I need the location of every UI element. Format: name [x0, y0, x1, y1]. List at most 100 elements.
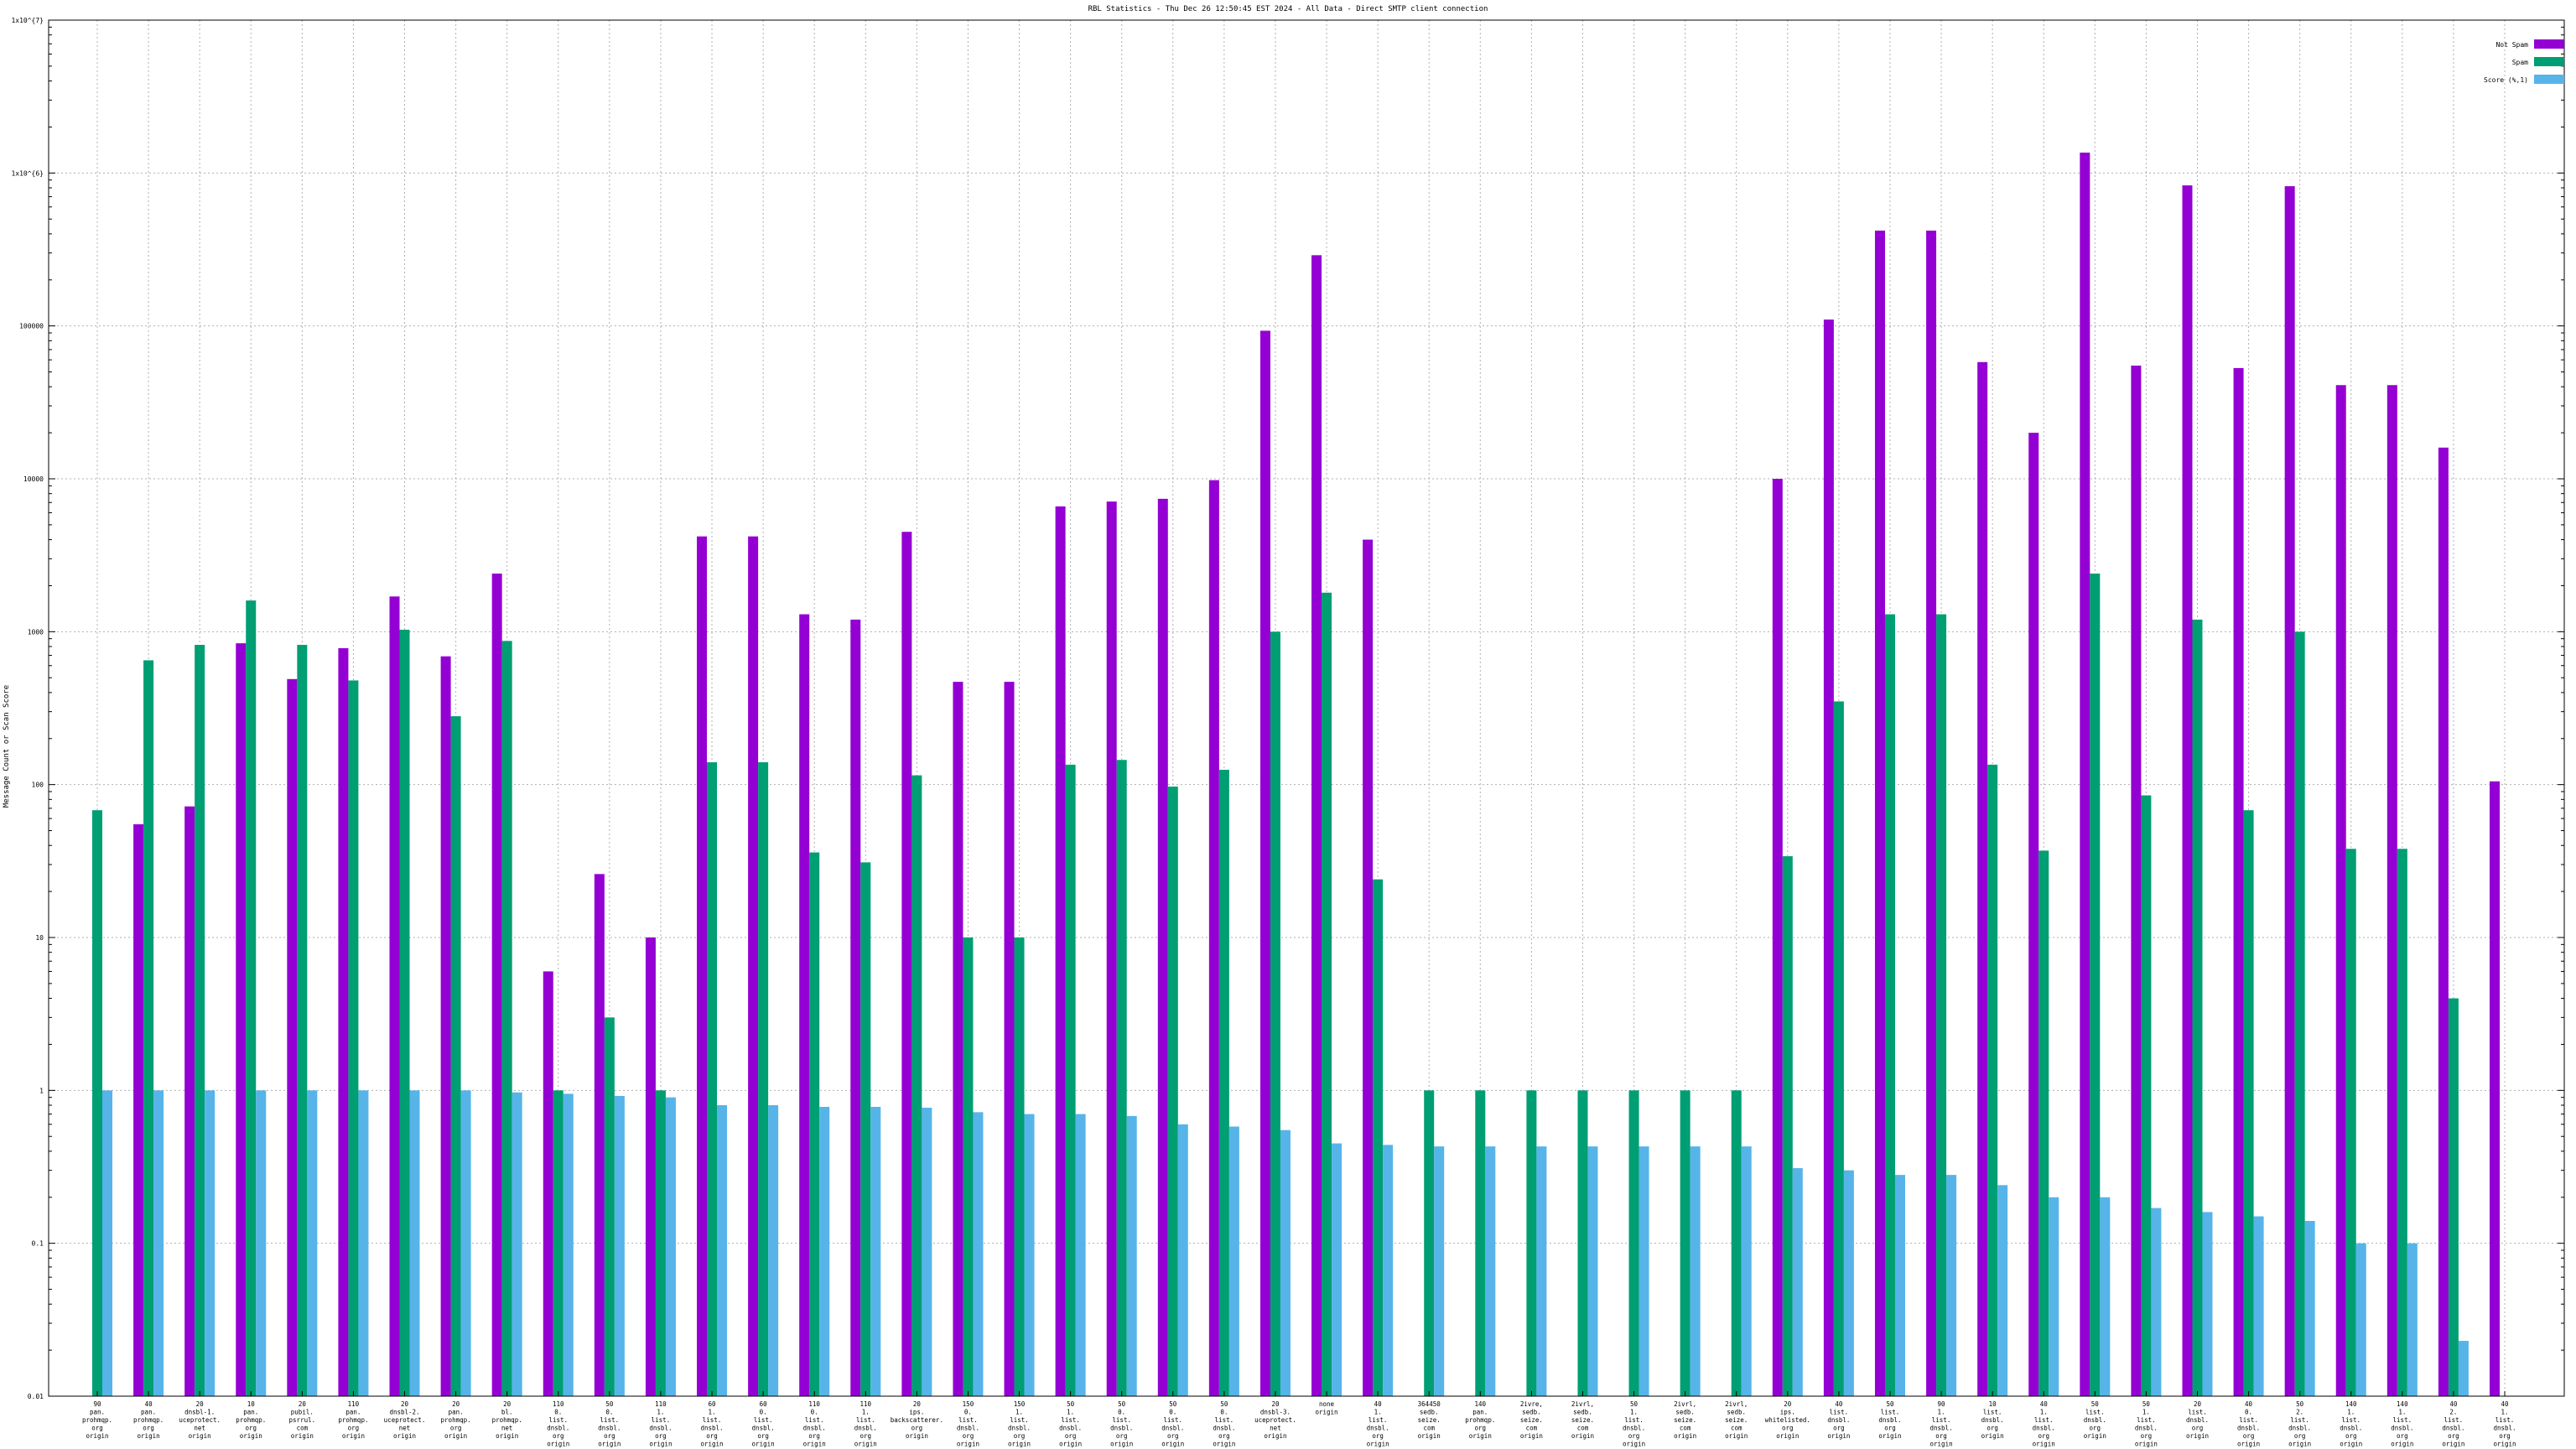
bar-spam: [195, 645, 205, 1396]
bar-spam: [1987, 764, 1998, 1396]
y-tick-label: 100000: [19, 323, 44, 330]
bar-not-spam: [2284, 186, 2295, 1396]
bar-not-spam: [543, 971, 553, 1396]
x-tick-label: 20 pubil. psrrul. com origin: [289, 1400, 316, 1440]
bar-score-1-: [1946, 1175, 1957, 1396]
y-tick-label: 1x10^{6}: [11, 169, 44, 177]
bar-not-spam: [2386, 385, 2397, 1397]
x-tick-label: 20 dnsbl-3. uceprotect. net origin: [1254, 1400, 1296, 1440]
bar-score-1-: [973, 1112, 984, 1396]
bar-not-spam: [236, 643, 247, 1396]
x-tick-label: 20 list. dnsbl. org origin: [2186, 1400, 2209, 1440]
legend: Not Spam Spam Score (%,1): [2484, 39, 2564, 84]
x-tick-label: 140 1. list. dnsbl. org origin: [2391, 1400, 2413, 1448]
bar-not-spam: [1977, 361, 1988, 1396]
y-tick-label: 0.01: [28, 1393, 44, 1400]
x-tick-label: 2ivrl, sedb. seize. com origin: [1725, 1400, 1748, 1440]
bar-spam: [2243, 810, 2254, 1396]
x-tick-label: none origin: [1315, 1400, 1337, 1416]
bar-spam: [399, 629, 410, 1396]
x-tick-label: 20 dnsbl-1. uceprotect. net origin: [179, 1400, 221, 1440]
bar-spam: [758, 762, 769, 1396]
bar-score-1-: [358, 1090, 369, 1396]
bar-score-1-: [2304, 1221, 2315, 1396]
bar-score-1-: [1536, 1146, 1547, 1396]
bar-score-1-: [819, 1107, 830, 1396]
x-tick-labels: 90 pan. prohmqp. org origin 40 pan. prohmqp. org…: [82, 1400, 2516, 1448]
y-tick-label: 1x10^{7}: [11, 17, 44, 24]
x-tick-label: 40 0. list. dnsbl. org origin: [2237, 1400, 2260, 1448]
x-tick-label: 40 list. dnsbl. org origin: [1827, 1400, 1850, 1440]
bar-not-spam: [2233, 367, 2244, 1396]
bar-not-spam: [1311, 255, 1322, 1397]
legend-swatch: [2534, 57, 2564, 66]
bar-spam: [1373, 879, 1384, 1396]
bar-not-spam: [748, 536, 759, 1396]
bar-spam: [1782, 856, 1793, 1396]
bar-score-1-: [409, 1090, 420, 1396]
bar-spam: [2192, 619, 2203, 1396]
bar-not-spam: [389, 596, 400, 1396]
bar-not-spam: [1874, 231, 1885, 1396]
bar-score-1-: [1228, 1126, 1239, 1396]
legend-swatch: [2534, 75, 2564, 84]
bar-score-1-: [1792, 1168, 1803, 1396]
x-tick-label: 40 1. list. dnsbl. org origin: [2493, 1400, 2516, 1448]
x-tick-label: 50 list. dnsbl. org origin: [2084, 1400, 2106, 1440]
bar-spam: [1731, 1090, 1742, 1396]
bar-score-1-: [1075, 1114, 1086, 1396]
y-tick-labels: 0.01 0.1 1 10 100 1000 10000 100000 1x10^{6} 1x10…: [11, 17, 44, 1400]
bar-not-spam: [1772, 479, 1783, 1396]
bar-score-1-: [1177, 1124, 1188, 1396]
bar-score-1-: [922, 1108, 932, 1396]
bar-spam: [1526, 1090, 1537, 1396]
x-tick-label: 110 1. list. dnsbl. org origin: [854, 1400, 877, 1448]
bar-spam: [860, 862, 871, 1396]
bar-spam: [1065, 764, 1076, 1396]
bar-not-spam: [799, 614, 810, 1396]
bar-spam: [2141, 795, 2152, 1396]
bar-spam: [1167, 787, 1178, 1396]
bar-not-spam: [440, 656, 451, 1396]
bar-not-spam: [1157, 498, 1168, 1396]
bar-not-spam: [2131, 366, 2142, 1396]
x-tick-label: 140 pan. prohmqp. org origin: [1465, 1400, 1495, 1440]
bar-spam: [1833, 701, 1844, 1396]
bar-score-1-: [1434, 1146, 1445, 1396]
x-tick-label: 90 pan. prohmqp. org origin: [82, 1400, 112, 1440]
bar-spam: [92, 810, 102, 1396]
bar-not-spam: [491, 574, 502, 1396]
bar-spam: [1218, 769, 1229, 1396]
x-tick-label: 50 2. list. dnsbl. org origin: [2288, 1400, 2311, 1448]
bar-score-1-: [2407, 1243, 2418, 1396]
y-axis-label: Message Count or Scan Score: [3, 685, 11, 808]
bar-not-spam: [697, 536, 708, 1396]
bar-score-1-: [1126, 1115, 1137, 1396]
x-tick-label: 50 1. list. dnsbl. org origin: [1059, 1400, 1082, 1448]
bar-score-1-: [307, 1090, 318, 1396]
x-tick-label: 110 pan. prohmqp. org origin: [338, 1400, 368, 1440]
bar-spam: [348, 680, 359, 1396]
bar-spam: [1424, 1090, 1435, 1396]
x-tick-label: 50 0. list. dnsbl. org origin: [1213, 1400, 1235, 1448]
x-tick-label: 10 list. dnsbl. org origin: [1981, 1400, 2004, 1440]
bar-score-1-: [205, 1090, 216, 1396]
y-tick-label: 1: [39, 1087, 44, 1094]
bar-spam: [553, 1090, 564, 1396]
bar-spam: [1475, 1090, 1486, 1396]
x-tick-label: 50 0. list. dnsbl. org origin: [1110, 1400, 1133, 1448]
bar-score-1-: [1587, 1146, 1598, 1396]
bar-score-1-: [870, 1107, 881, 1396]
x-tick-label: 150 1. list. dnsbl. org origin: [1008, 1400, 1031, 1448]
bar-spam: [2345, 849, 2356, 1396]
bar-not-spam: [338, 648, 349, 1396]
x-tick-label: 110 1. list. dnsbl. org origin: [649, 1400, 672, 1448]
x-tick-label: 50 1. list. dnsbl. org origin: [2135, 1400, 2158, 1448]
x-tick-label: 90 1. list. dnsbl. org origin: [1930, 1400, 1953, 1448]
bar-spam: [1936, 614, 1947, 1396]
bar-not-spam: [2182, 185, 2193, 1396]
bar-not-spam: [2028, 433, 2039, 1396]
x-tick-label: 20 ips. whitelisted. org origin: [1765, 1400, 1810, 1440]
bar-score-1-: [2458, 1341, 2469, 1396]
